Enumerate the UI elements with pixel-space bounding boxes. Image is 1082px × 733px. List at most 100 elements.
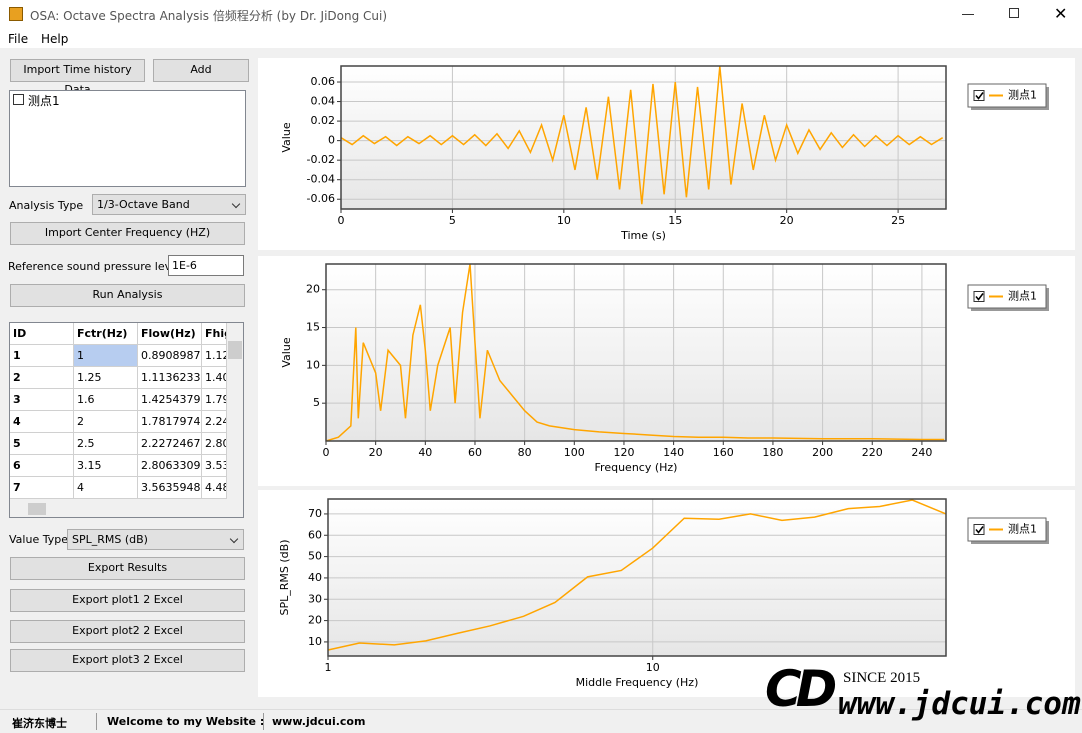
- y-tick-label: 0.06: [311, 75, 336, 88]
- table-cell[interactable]: 3.15: [74, 455, 138, 477]
- value-type-select[interactable]: SPL_RMS (dB): [67, 529, 244, 550]
- legend-box: [967, 517, 1047, 542]
- legend-label: 测点1: [1008, 89, 1037, 102]
- y-tick-label: -0.06: [307, 192, 335, 205]
- table-cell[interactable]: 1.42543794: [138, 389, 202, 411]
- y-axis-label: Value: [280, 337, 293, 367]
- menu-file[interactable]: File: [8, 32, 29, 46]
- legend-checkbox: [973, 90, 985, 101]
- x-tick-label: 240: [911, 446, 932, 459]
- data-line: [340, 66, 944, 205]
- legend-box: [967, 284, 1047, 309]
- x-tick-label: 20: [369, 446, 383, 459]
- y-tick-label: 10: [308, 635, 322, 648]
- analysis-type-label: Analysis Type: [9, 199, 84, 212]
- y-tick-label: 10: [306, 358, 320, 371]
- legend-label: 测点1: [1008, 290, 1037, 303]
- list-item[interactable]: 测点1: [28, 94, 60, 108]
- import-center-button[interactable]: Import Center Frequency (HZ): [10, 222, 245, 245]
- y-axis-label: Value: [280, 122, 293, 152]
- x-tick-label: 10: [557, 214, 571, 227]
- table-cell[interactable]: 2: [10, 367, 74, 389]
- maximize-button[interactable]: [1009, 8, 1019, 18]
- table-cell[interactable]: 2.24: [202, 411, 227, 433]
- add-button[interactable]: Add: [153, 59, 249, 82]
- plot-border: [325, 263, 947, 442]
- column-header[interactable]: Fhig: [202, 323, 227, 345]
- y-tick-label: 20: [306, 283, 320, 296]
- x-tick-label: 15: [668, 214, 682, 227]
- table-cell[interactable]: 1.11362339: [138, 367, 202, 389]
- menu-help[interactable]: Help: [41, 32, 69, 46]
- y-tick-label: 20: [308, 614, 322, 627]
- run-button[interactable]: Run Analysis: [10, 284, 245, 307]
- plot-border: [327, 498, 947, 657]
- y-tick-label: 40: [308, 571, 322, 584]
- table-cell[interactable]: 4: [10, 411, 74, 433]
- value-type-label: Value Type: [9, 533, 68, 546]
- column-header[interactable]: ID: [10, 323, 74, 345]
- scroll-thumb[interactable]: [28, 503, 46, 515]
- close-button[interactable]: ✕: [1054, 4, 1068, 23]
- separator: [263, 713, 264, 730]
- table-cell[interactable]: 4: [74, 477, 138, 499]
- table-cell[interactable]: 3.53: [202, 455, 227, 477]
- x-tick-label: 220: [862, 446, 883, 459]
- export-plot3-button[interactable]: Export plot3 2 Excel: [10, 649, 245, 672]
- x-tick-label: 120: [613, 446, 634, 459]
- table-cell[interactable]: 2: [74, 411, 138, 433]
- scroll-thumb[interactable]: [228, 341, 242, 359]
- y-tick-label: 50: [308, 550, 322, 563]
- vertical-scrollbar[interactable]: [227, 323, 243, 501]
- y-tick-label: 70: [308, 507, 322, 520]
- x-tick-label: 0: [338, 214, 345, 227]
- horizontal-scrollbar[interactable]: [10, 501, 227, 517]
- table-cell[interactable]: 1.40: [202, 367, 227, 389]
- y-tick-label: 30: [308, 592, 322, 605]
- table-cell[interactable]: 1.12: [202, 345, 227, 367]
- table-cell[interactable]: 1: [74, 345, 138, 367]
- table-cell[interactable]: 5: [10, 433, 74, 455]
- table-cell[interactable]: 2.5: [74, 433, 138, 455]
- x-tick-label: 40: [418, 446, 432, 459]
- x-tick-label: 80: [518, 446, 532, 459]
- export-plot1-button[interactable]: Export plot1 2 Excel: [10, 589, 245, 612]
- status-website: www.jdcui.com: [272, 715, 366, 728]
- table-cell[interactable]: 4.48: [202, 477, 227, 499]
- checkbox[interactable]: [13, 94, 24, 105]
- table-cell[interactable]: 2.80: [202, 433, 227, 455]
- legend-checkbox: [973, 524, 985, 535]
- export-plot2-button[interactable]: Export plot2 2 Excel: [10, 620, 245, 643]
- analysis-type-select[interactable]: 1/3-Octave Band: [92, 194, 246, 215]
- export-results-button[interactable]: Export Results: [10, 557, 245, 580]
- x-axis-label: Time (s): [620, 229, 666, 242]
- column-header[interactable]: Flow(Hz): [138, 323, 202, 345]
- x-tick-label: 60: [468, 446, 482, 459]
- y-tick-label: -0.04: [307, 173, 335, 186]
- table-cell[interactable]: 3.56359487: [138, 477, 202, 499]
- table-cell[interactable]: 0.89089871: [138, 345, 202, 367]
- y-tick-label: 0: [328, 134, 335, 147]
- table-cell[interactable]: 1: [10, 345, 74, 367]
- window-title: OSA: Octave Spectra Analysis 倍频程分析 (by D…: [30, 9, 388, 23]
- status-bar: 崔济东博士 Welcome to my Website : www.jdcui.…: [0, 709, 1082, 733]
- table-cell[interactable]: 6: [10, 455, 74, 477]
- table-cell[interactable]: 2.80633096: [138, 455, 202, 477]
- x-axis-label: Frequency (Hz): [595, 461, 678, 474]
- column-header[interactable]: Fctr(Hz): [74, 323, 138, 345]
- table-cell[interactable]: 1.6: [74, 389, 138, 411]
- minimize-button[interactable]: [962, 14, 974, 15]
- x-tick-label: 10: [646, 661, 660, 674]
- x-tick-label: 160: [713, 446, 734, 459]
- reference-input[interactable]: 1E-6: [168, 255, 244, 276]
- table-cell[interactable]: 2.22724679: [138, 433, 202, 455]
- table-cell[interactable]: 1.25: [74, 367, 138, 389]
- table-cell[interactable]: 7: [10, 477, 74, 499]
- table-cell[interactable]: 1.79: [202, 389, 227, 411]
- x-axis-label: Middle Frequency (Hz): [576, 676, 699, 689]
- table-cell[interactable]: 1.78179743: [138, 411, 202, 433]
- table-cell[interactable]: 3: [10, 389, 74, 411]
- watermark-logo: CD: [765, 660, 837, 718]
- legend-check: [975, 526, 984, 534]
- import-button[interactable]: Import Time history Data: [10, 59, 145, 96]
